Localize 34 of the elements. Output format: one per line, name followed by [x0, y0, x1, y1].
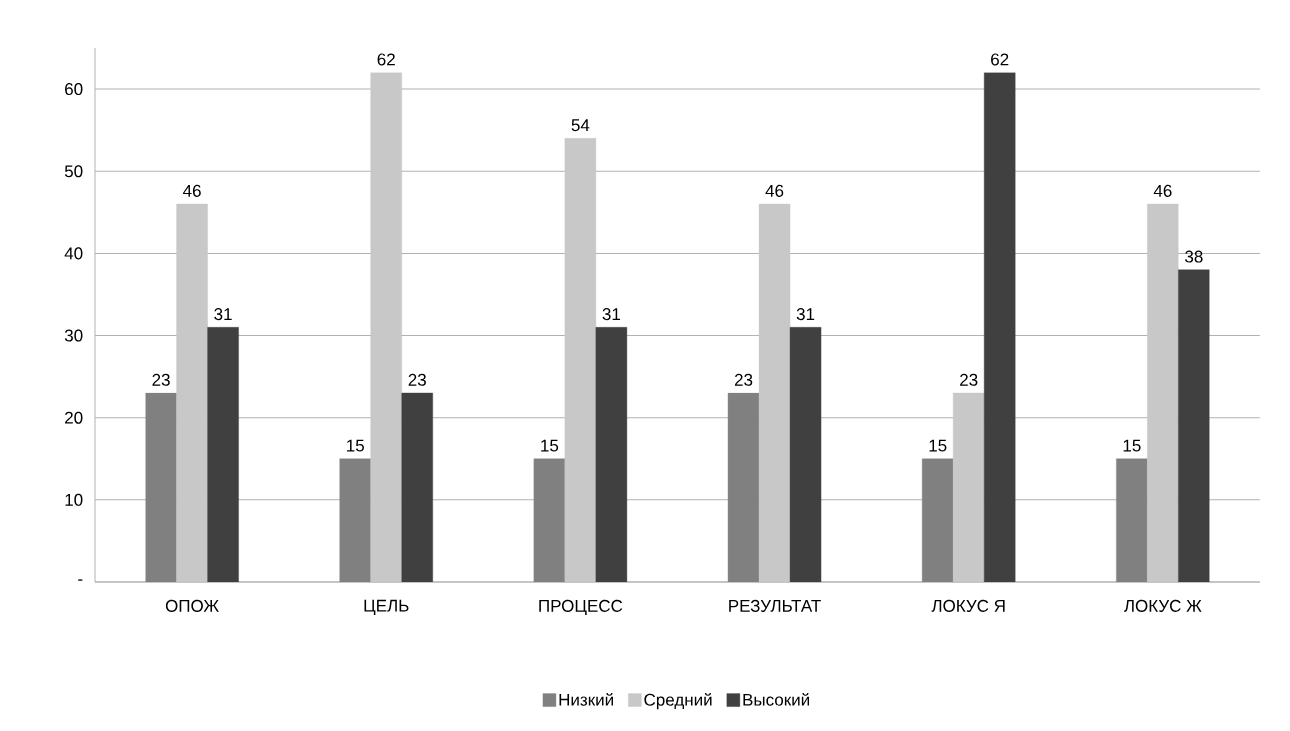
data-label: 46	[183, 184, 201, 197]
data-label: 23	[734, 373, 753, 386]
x-tick-label: ОПОЖ	[165, 599, 219, 612]
data-label: 23	[960, 373, 978, 386]
data-label: 38	[1185, 250, 1203, 263]
data-label: 15	[347, 439, 364, 452]
y-tick-label: 30	[64, 329, 83, 342]
y-tick-label: 60	[65, 83, 83, 96]
data-label: 15	[929, 439, 947, 452]
data-label: 46	[765, 184, 784, 197]
legend-label: Низкий	[559, 692, 613, 706]
y-tick-label: 50	[64, 165, 83, 178]
data-label: 54	[571, 119, 590, 132]
data-label: 31	[796, 308, 815, 321]
data-label: 31	[214, 308, 232, 321]
y-tick-label: -	[78, 579, 83, 581]
data-label: 15	[541, 439, 559, 452]
data-label: 23	[152, 373, 170, 386]
data-label: 62	[377, 53, 395, 66]
y-tick-label: 40	[64, 247, 83, 260]
legend-label: Средний	[644, 692, 712, 710]
x-tick-label: ЛОКУС Я	[931, 599, 1005, 612]
data-label: 23	[408, 373, 426, 386]
data-label: 62	[991, 53, 1009, 66]
y-tick-label: 10	[65, 493, 83, 506]
x-tick-label: РЕЗУЛЬТАТ	[729, 599, 821, 612]
data-label: 15	[1123, 439, 1141, 452]
x-tick-label: ПРОЦЕСС	[539, 599, 623, 616]
legend-label: Высокий	[743, 692, 810, 706]
data-label: 31	[602, 308, 621, 321]
y-tick-label: 20	[65, 411, 83, 424]
x-tick-label: ЦЕЛЬ	[364, 599, 409, 615]
data-label: 46	[1153, 184, 1172, 197]
x-tick-label: ЛОКУС Ж	[1124, 599, 1202, 612]
